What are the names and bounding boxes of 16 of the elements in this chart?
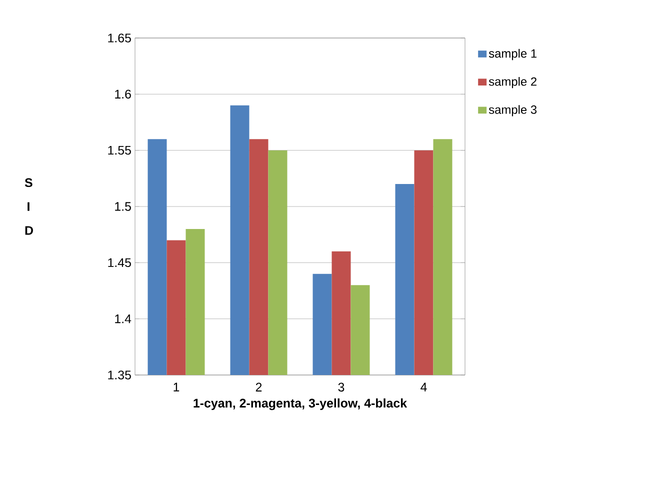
y-tick-label: 1.5 <box>115 202 131 211</box>
legend-label: sample 1 <box>488 48 536 60</box>
y-tick-label: 1.45 <box>108 258 131 268</box>
x-tick-label: 2 <box>256 382 262 392</box>
y-tick-label: 1.55 <box>108 146 131 155</box>
y-tick-label: 1.6 <box>115 90 131 99</box>
x-tick-label: 4 <box>420 382 427 392</box>
y-tick-label: 1.4 <box>115 314 132 324</box>
y-tick-label: 1.65 <box>108 34 131 42</box>
legend-label: sample 2 <box>488 77 536 88</box>
legend-label: sample 3 <box>488 105 537 116</box>
text: S I D <box>24 178 33 235</box>
x-tick-label: 1 <box>174 382 180 392</box>
x-axis-title: 1-cyan, 2-magenta, 3-yellow, 4-black <box>194 398 408 410</box>
y-tick-label: 1.35 <box>108 370 131 380</box>
x-tick-label: 3 <box>338 382 344 392</box>
